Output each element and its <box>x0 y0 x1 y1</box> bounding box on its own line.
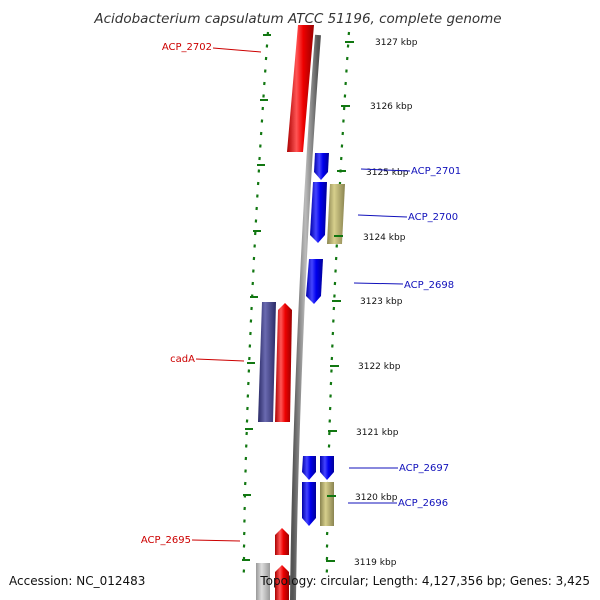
feature-purple-cada <box>258 302 276 422</box>
ruler-label: 3124 kbp <box>363 233 406 243</box>
ruler-ticks <box>242 34 354 562</box>
gene-cada-arrow <box>275 303 292 422</box>
genome-backbone <box>290 34 321 600</box>
gene-acp-2700-arrow <box>310 182 327 243</box>
gene-labels: ACP_2702 cadA ACP_2695 ACP_2701 ACP_2700… <box>141 42 461 546</box>
accession-text: Accession: NC_012483 <box>9 574 145 588</box>
ruler-label: 3125 kbp <box>366 168 409 178</box>
gene-label-acp-2696: ACP_2696 <box>398 498 448 509</box>
gene-acp-2698-arrow <box>306 259 323 304</box>
ruler-label: 3122 kbp <box>358 362 401 372</box>
gene-acp-2701-arrow <box>314 153 329 180</box>
gene-label-acp-2695: ACP_2695 <box>141 535 191 546</box>
map-title: Acidobacterium capsulatum ATCC 51196, co… <box>93 11 501 27</box>
gene-label-leaders <box>191 47 411 542</box>
gene-label-acp-2697: ACP_2697 <box>399 463 449 474</box>
ruler-label: 3120 kbp <box>355 493 398 503</box>
ruler-label: 3121 kbp <box>356 428 399 438</box>
gene-acp-2696-arrow <box>302 482 316 526</box>
feature-gray-bottom <box>256 563 270 600</box>
feature-olive-upper <box>327 184 345 244</box>
gene-label-acp-2698: ACP_2698 <box>404 280 454 291</box>
gene-label-acp-2702: ACP_2702 <box>162 42 212 53</box>
gene-acp-2697-arrow-b <box>320 456 334 480</box>
gene-partial-bottom-red <box>275 565 289 600</box>
ruler-labels: 3127 kbp 3126 kbp 3125 kbp 3124 kbp 3123… <box>354 38 418 568</box>
gene-label-acp-2700: ACP_2700 <box>408 212 458 223</box>
gene-label-acp-2701: ACP_2701 <box>411 166 461 177</box>
gene-acp-2697-arrow-a <box>302 456 316 480</box>
ruler-label: 3127 kbp <box>375 38 418 48</box>
ruler-label: 3123 kbp <box>360 297 403 307</box>
ruler-label: 3126 kbp <box>370 102 413 112</box>
gene-label-cada: cadA <box>170 354 195 365</box>
gene-acp-2695-arrow <box>275 528 289 555</box>
ruler-label: 3119 kbp <box>354 558 397 568</box>
topology-text: Topology: circular; Length: 4,127,356 bp… <box>259 574 590 588</box>
gene-acp-2702-arrow <box>287 25 314 152</box>
feature-olive-lower <box>320 482 334 526</box>
